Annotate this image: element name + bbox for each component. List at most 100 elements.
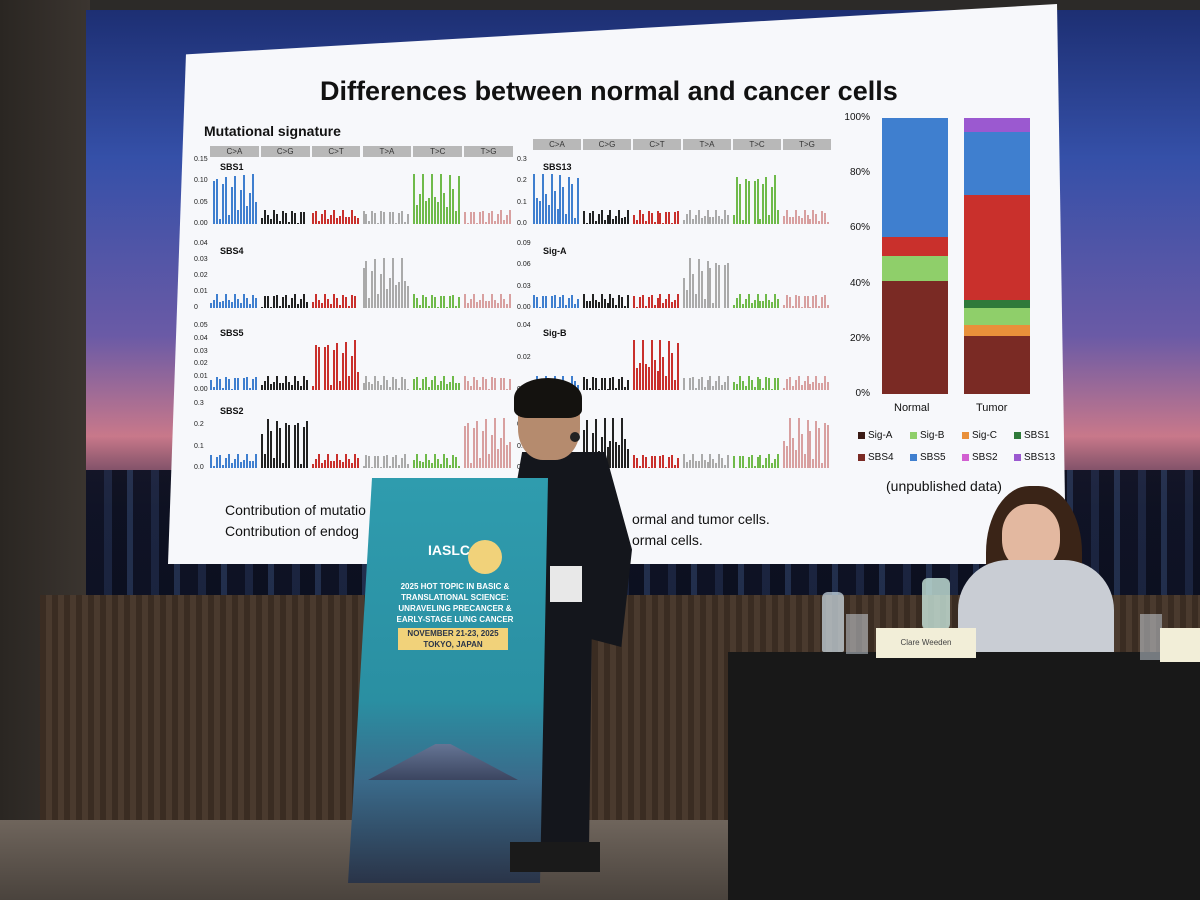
axis-tick: 0.04 [194,240,208,247]
signature-bar [446,307,449,308]
axis-tick: 0.3 [194,400,204,407]
signature-bar [245,298,248,308]
signature-bar [635,368,638,390]
signature-bar [323,347,326,390]
signature-bar [765,458,768,468]
signature-bar [224,458,227,468]
signature-bar [233,459,236,468]
signature-bar [293,213,296,224]
signature-bar [603,299,606,308]
signature-bar [485,222,488,224]
category-strip: T>C [413,146,463,157]
signature-bar [398,388,401,390]
signature-bar [503,220,506,224]
axis-tick: 0.0 [517,220,527,227]
axis-tick: 0.05 [194,322,208,329]
axis-tick: 0.02 [194,360,208,368]
panel-label: SBS5 [220,328,244,338]
signature-bar [768,215,771,224]
signature-bar [803,454,806,468]
signature-bar [794,450,797,468]
signature-bar [709,376,712,390]
signature-bar [302,294,305,308]
signature-bar [344,217,347,224]
signature-bar [665,467,668,468]
signature-bar [224,294,227,308]
signature-bar [647,297,650,308]
signature-bar [215,377,218,390]
signature-bar [659,340,662,390]
signature-bar [236,210,239,224]
category-strip: C>T [311,146,361,157]
signature-bar [251,174,254,224]
signature-bar [503,299,506,308]
signature-bar [824,376,827,390]
signature-bar [644,364,647,390]
signature-bar [380,274,383,308]
signature-bar [392,457,395,468]
signature-bar [506,215,509,224]
signature-bar [365,261,368,308]
signature-bar [671,302,674,308]
signature-bar [215,294,218,308]
signature-bar [425,297,428,308]
signature-bar [491,377,494,390]
signature-bar [482,377,485,390]
signature-bar [641,340,644,390]
signature-bar [621,377,624,390]
signature-bar [485,379,488,390]
signature-bar [697,379,700,390]
signature-bar [425,454,428,468]
signature-bar [762,388,765,390]
axis-tick: 0.00 [194,220,208,227]
signature-bar [482,211,485,224]
signature-bar [383,376,386,390]
speaker-hair [514,378,582,418]
signature-bar [588,213,591,224]
signature-bar [583,294,585,308]
signature-bar [747,181,750,224]
signature-bar [738,456,741,468]
signature-bar [821,297,824,308]
signature-bar [571,184,574,224]
signature-bar [806,296,809,308]
signature-bar [413,460,416,468]
signature-bar [386,455,389,468]
signature-bar [368,298,371,308]
signature-bar [263,454,266,468]
signature-bar [329,215,332,224]
signature-bar [783,441,785,468]
water-bottle [922,578,950,630]
signature-bar [329,461,332,468]
signature-bar [302,427,305,468]
signature-bar [212,300,215,308]
stack-segment-sbs5 [964,131,1030,196]
signature-bar [741,220,744,224]
signature-bar [800,434,803,468]
axis-tick: 0.3 [517,156,527,163]
signature-bar [821,383,824,390]
signature-bar [503,378,506,390]
signature-bar [809,431,812,468]
signature-bar [488,454,491,468]
signature-bar [389,212,392,224]
signature-bar [509,210,512,224]
signature-bar [624,439,627,468]
signature-bar [413,379,416,390]
signature-bar [559,297,562,308]
signature-bar [497,449,500,468]
signature-bar [615,216,618,224]
signature-bar [547,205,550,224]
signature-bar [809,307,812,308]
signature-bar [218,455,221,468]
y-tick-label: 100% [844,112,870,123]
signature-bar [470,463,473,468]
signature-bar [233,378,236,390]
axis-tick: 0.02 [517,354,531,361]
signature-bar [818,221,821,224]
signature-bar [709,217,712,224]
category-strip: C>T [633,139,681,150]
signature-bar [239,462,242,468]
signature-bar [230,463,233,468]
axis-tick: 0.00 [517,304,531,311]
